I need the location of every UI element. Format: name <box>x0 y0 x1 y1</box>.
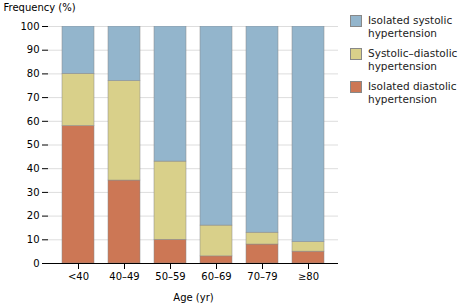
svg-text:90: 90 <box>27 44 40 55</box>
svg-text:<40: <40 <box>68 271 89 282</box>
svg-text:70: 70 <box>27 92 40 103</box>
svg-text:60: 60 <box>27 116 40 127</box>
svg-text:40–49: 40–49 <box>109 271 139 282</box>
html-text:Isolated diastolic hypertensio: Isolated diastolic hypertension <box>368 80 457 105</box>
svg-text:≥80: ≥80 <box>298 271 319 282</box>
svg-text:10: 10 <box>27 234 40 245</box>
svg-text:50: 50 <box>27 139 40 150</box>
svg-text:60–69: 60–69 <box>201 271 231 282</box>
svg-text:30: 30 <box>27 187 40 198</box>
svg-text:100: 100 <box>20 21 39 32</box>
svg-text:80: 80 <box>27 68 40 79</box>
html-text:Isolated systolic hypertension: Isolated systolic hypertension <box>368 14 453 39</box>
html-text:Systolic–diastolic hypertensio: Systolic–diastolic hypertension <box>368 47 458 72</box>
svg-text:70–79: 70–79 <box>247 271 277 282</box>
svg-text:Age (yr): Age (yr) <box>173 292 213 303</box>
svg-text:20: 20 <box>27 210 40 221</box>
svg-text:40: 40 <box>27 163 40 174</box>
svg-text:0: 0 <box>33 258 39 269</box>
svg-text:Frequency (%): Frequency (%) <box>4 2 76 13</box>
svg-text:50–59: 50–59 <box>155 271 185 282</box>
